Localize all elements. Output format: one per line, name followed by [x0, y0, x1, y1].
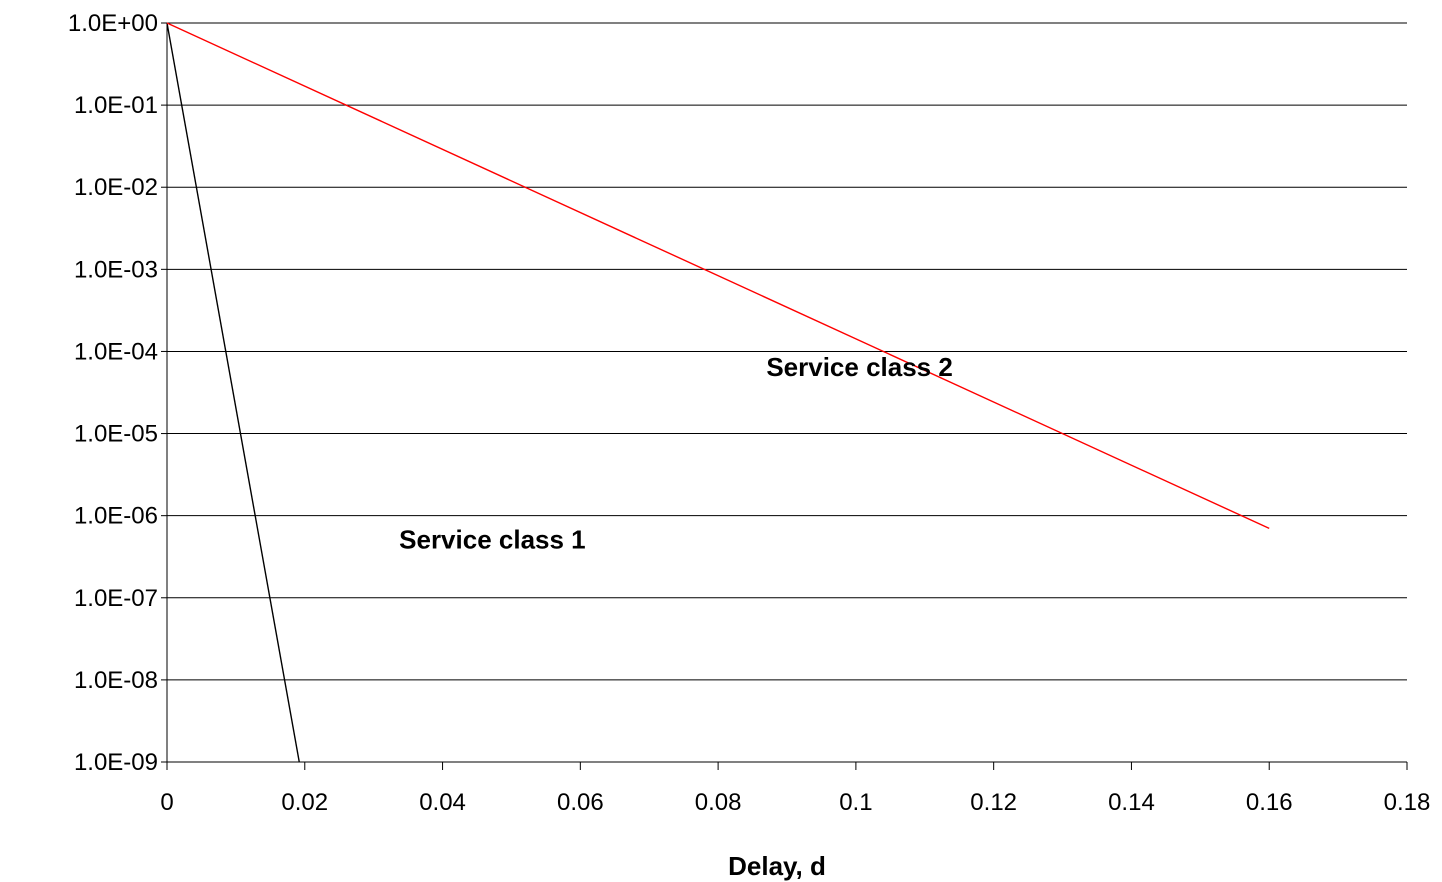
y-tick-label: 1.0E-02 [74, 174, 158, 201]
x-tick-label: 0.16 [1246, 789, 1293, 816]
y-tick-label: 1.0E-05 [74, 421, 158, 448]
y-tick-label: 1.0E-08 [74, 667, 158, 694]
x-axis-title: Delay, d [728, 851, 826, 881]
series-group [166, 22, 1270, 763]
y-tick-label: 1.0E-01 [74, 92, 158, 119]
x-tick-label: 0.12 [970, 789, 1017, 816]
x-tick-label: 0.1 [839, 789, 872, 816]
annotations: Service class 2 Service class 1 [399, 352, 953, 554]
series-label: Service class 2 [766, 352, 953, 382]
x-tick-label: 0.08 [695, 789, 742, 816]
y-tick-label: 1.0E-06 [74, 503, 158, 530]
x-tick-label: 0.14 [1108, 789, 1155, 816]
y-tick-label: 1.0E-04 [74, 338, 158, 365]
y-tick-label: 1.0E-09 [74, 749, 158, 776]
x-tick-label: 0 [160, 789, 173, 816]
series-line-service-class-1 [166, 22, 300, 763]
gridlines [167, 22, 1407, 763]
y-tick-label: 1.0E-03 [74, 256, 158, 283]
x-tick-label: 0.06 [557, 789, 604, 816]
y-tick-label: 1.0E+00 [68, 10, 158, 37]
x-tick-label: 0.04 [419, 789, 466, 816]
x-tick-label: 0.18 [1384, 789, 1431, 816]
series-label: Service class 1 [399, 524, 585, 554]
tick-labels: 1.0E+00 1.0E-01 1.0E-02 1.0E-03 1.0E-04 1.0E-… [68, 10, 1430, 816]
series-line-service-class-2 [166, 22, 1270, 530]
y-tick-label: 1.0E-07 [74, 585, 158, 612]
x-tick-label: 0.02 [281, 789, 328, 816]
axes [161, 22, 1408, 770]
